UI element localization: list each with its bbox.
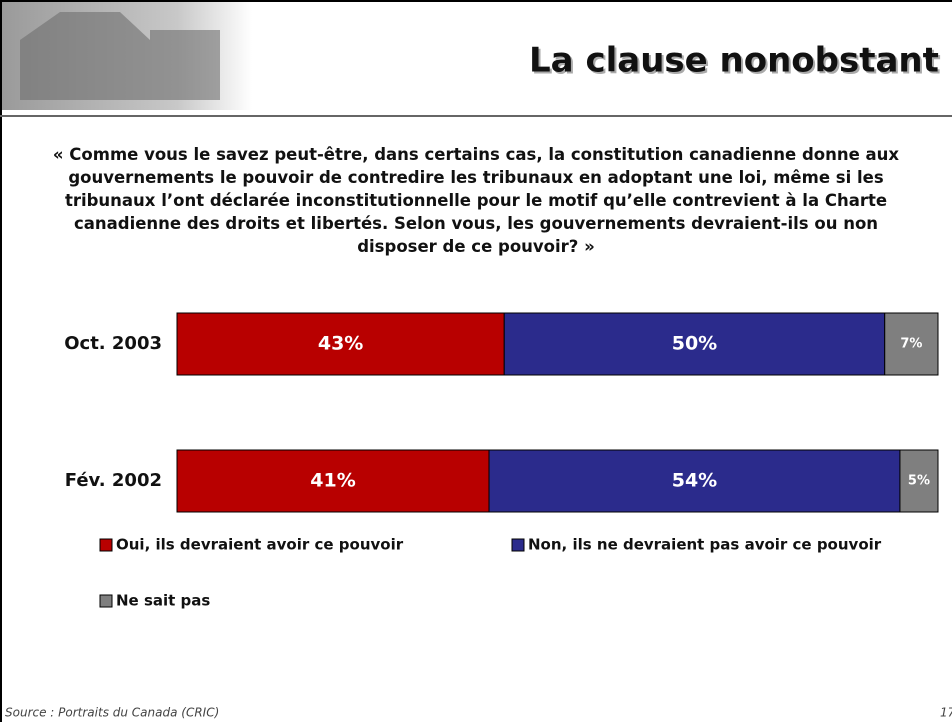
value-label: 50% [672, 333, 717, 355]
slide: La clause nonobstant La clause nonobstan… [0, 0, 952, 722]
source: Source : Portraits du Canada (CRIC) [5, 706, 219, 720]
value-label: 5% [908, 474, 930, 489]
value-label: 7% [900, 337, 922, 352]
page-number: 17 [940, 706, 952, 720]
value-label: 41% [310, 470, 355, 492]
legend-swatch [100, 539, 112, 551]
title: La clause nonobstant [529, 41, 939, 81]
value-label: 54% [672, 470, 717, 492]
legend-label: Oui, ils devraient avoir ce pouvoir [116, 536, 404, 554]
legend-swatch [100, 595, 112, 607]
legend-label: Ne sait pas [116, 592, 210, 610]
value-label: 43% [318, 333, 363, 355]
legend-swatch [512, 539, 524, 551]
question: « Comme vous le savez peut-être, dans ce… [40, 143, 912, 258]
category-label: Oct. 2003 [64, 333, 162, 354]
legend-label: Non, ils ne devraient pas avoir ce pouvo… [528, 536, 882, 554]
page: La clause nonobstant La clause nonobstan… [0, 0, 952, 722]
category-label: Fév. 2002 [65, 470, 162, 491]
